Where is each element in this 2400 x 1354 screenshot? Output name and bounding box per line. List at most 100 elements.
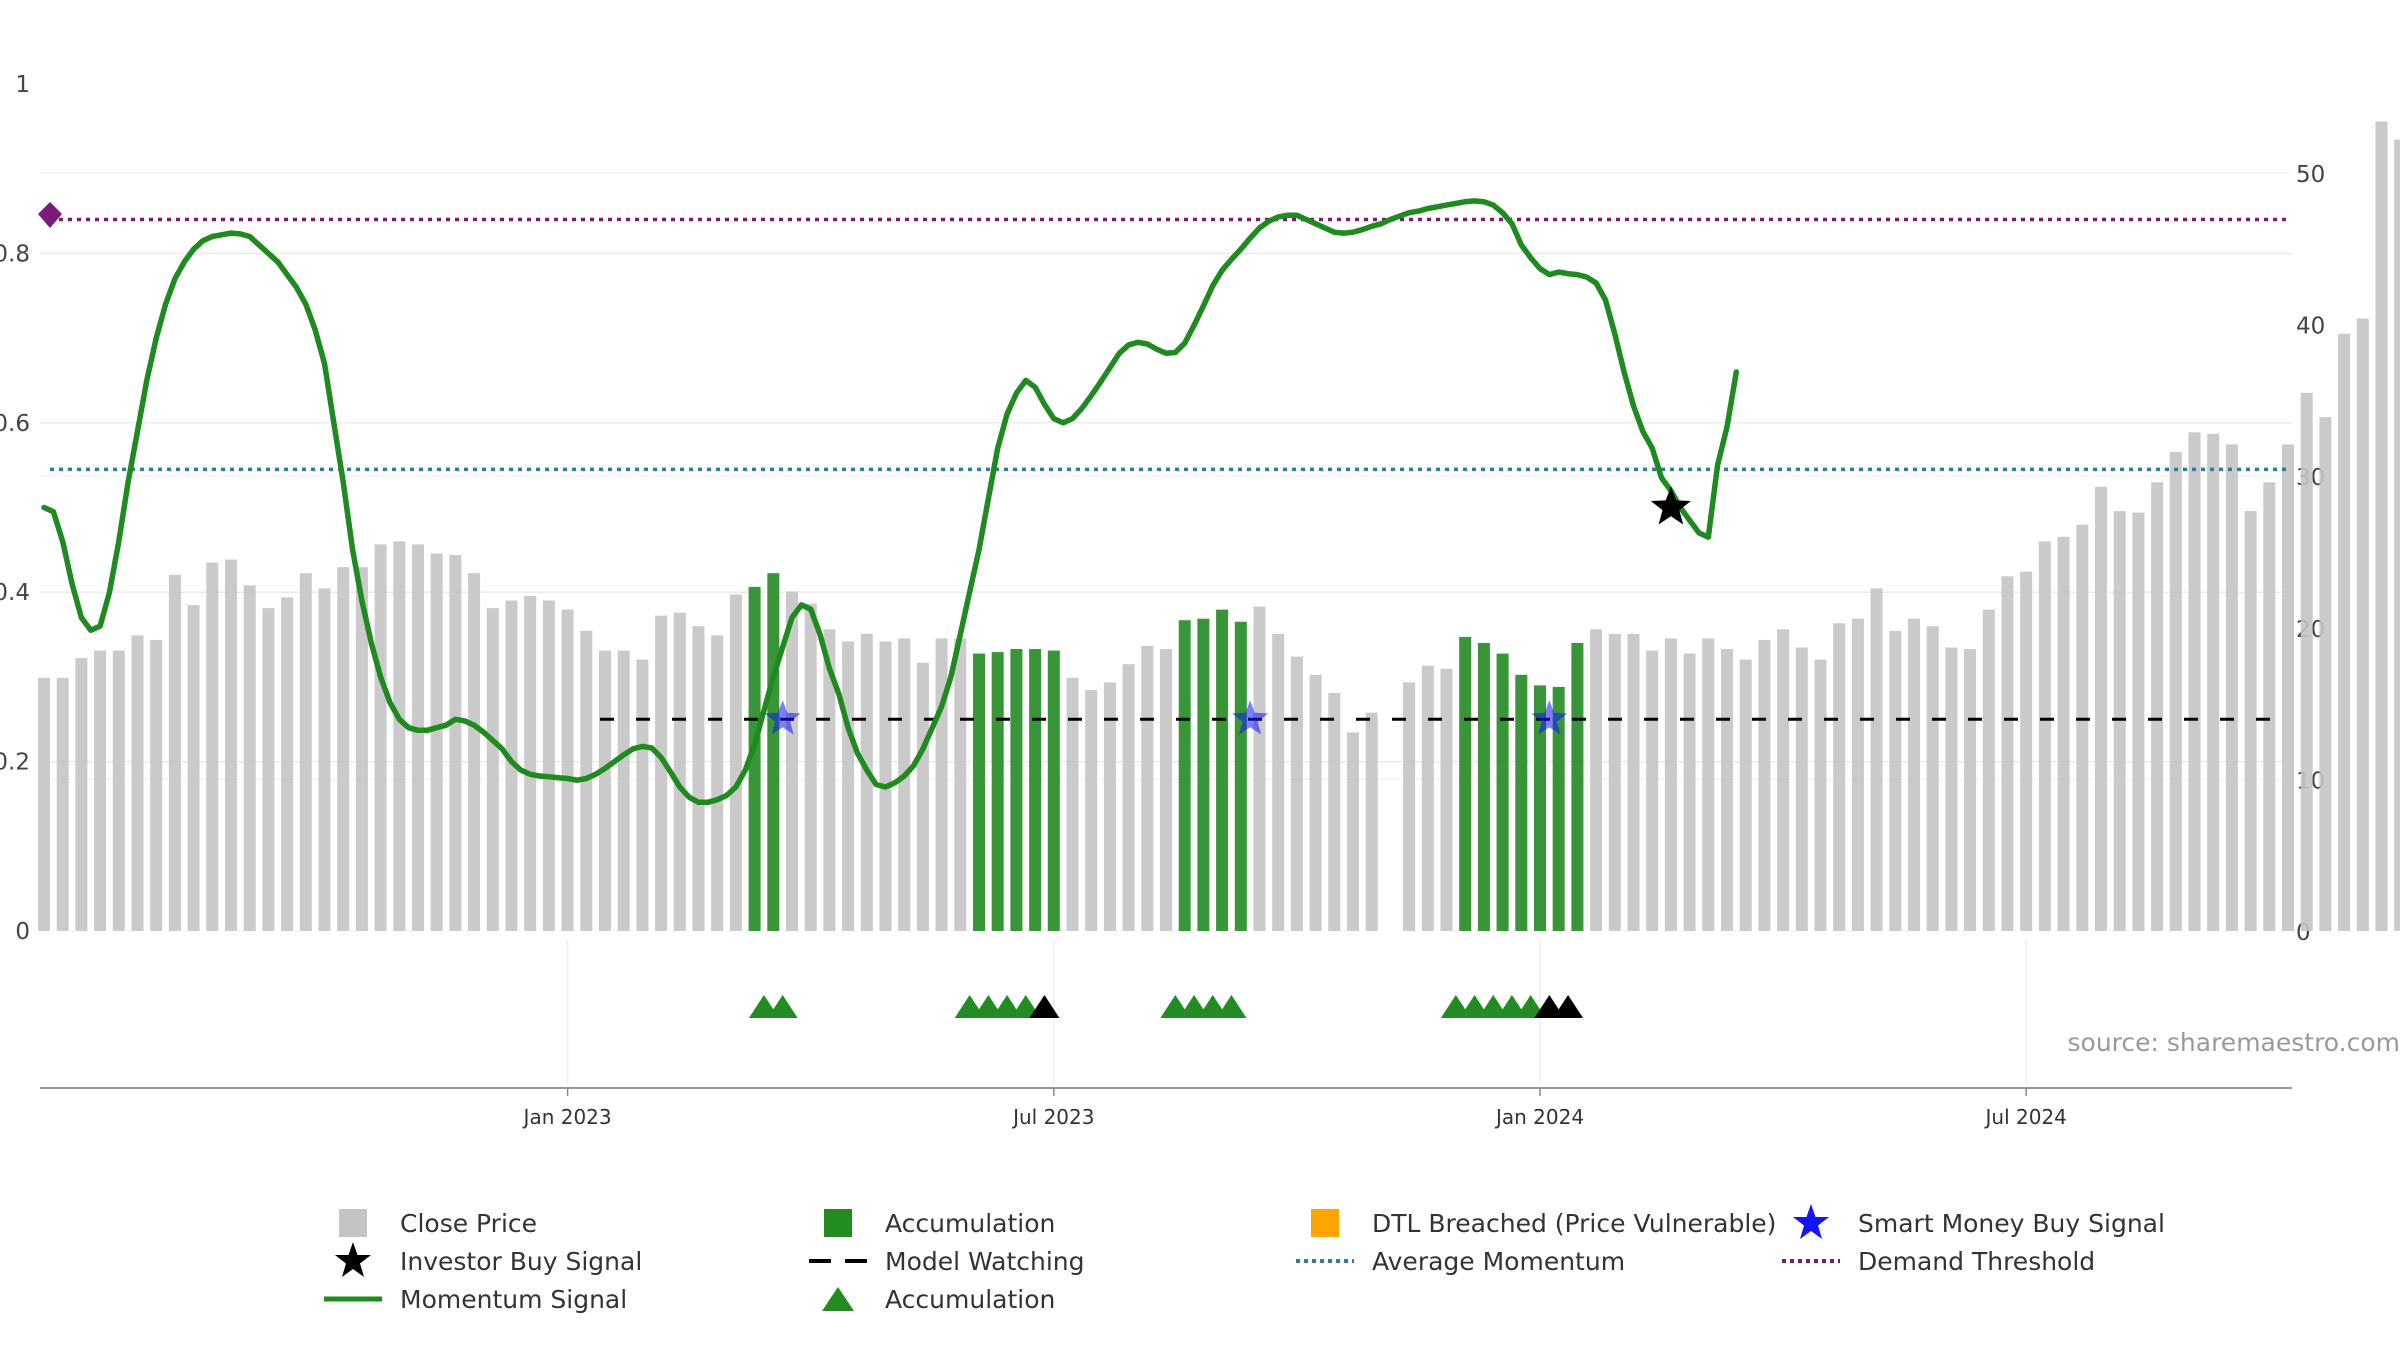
y-left-tick-label: 0 [15,919,30,945]
triangle-icon [805,1281,871,1317]
close-price-bar [1422,666,1434,931]
legend-label: Accumulation [885,1285,1055,1314]
close-price-bar [1141,646,1153,931]
orange-square-icon [1292,1205,1358,1241]
legend-label: Average Momentum [1372,1247,1625,1276]
accumulation-bar [1216,610,1228,931]
accumulation-bar [1571,643,1583,931]
close-price-bar [954,638,966,931]
y-left-tick-label: 0.2 [0,750,30,776]
close-price-bar [2263,482,2275,931]
close-price-bar [1889,631,1901,931]
close-price-bar [1852,619,1864,931]
accumulation-bar [992,652,1004,931]
green-square-icon [805,1205,871,1241]
close-price-bar [2170,452,2182,931]
close-price-bar [1983,610,1995,931]
close-price-bar [244,585,256,931]
legend-item-accumulation-bar[interactable]: Accumulation [805,1205,1055,1241]
close-price-bar [1945,648,1957,931]
legend-label: Demand Threshold [1858,1247,2095,1276]
close-price-bar [94,651,106,931]
y-right-tick-label: 40 [2296,314,2325,340]
close-price-bar [898,638,910,931]
close-price-bar [1758,640,1770,931]
close-price-bar [487,608,499,931]
legend-label: Momentum Signal [400,1285,627,1314]
legend-item-investor-buy[interactable]: Investor Buy Signal [320,1243,642,1279]
black-triangle-icon [1553,995,1583,1018]
investor-buy-star-icon [1651,487,1691,525]
accumulation-bar [1048,651,1060,931]
dotted-line-icon [1292,1243,1358,1279]
legend-item-close-price[interactable]: Close Price [320,1205,537,1241]
close-price-bar [1646,651,1658,931]
black-star-icon [320,1243,386,1279]
legend-item-accumulation-marker[interactable]: Accumulation [805,1281,1055,1317]
dashed-line-icon [805,1243,871,1279]
source-text: source: sharemaestro.com [2068,1028,2400,1057]
accumulation-bar [973,654,985,931]
close-price-bar [2319,417,2331,931]
close-price-bar [281,597,293,931]
legend-item-smart-money[interactable]: Smart Money Buy Signal [1778,1205,2165,1241]
close-price-bar [2207,434,2219,931]
close-price-bar [1908,619,1920,931]
close-price-bar [169,575,181,931]
close-price-bar [1123,664,1135,931]
accumulation-bar [1515,675,1527,931]
legend-label: Investor Buy Signal [400,1247,642,1276]
close-price-bar [393,541,405,931]
close-price-bar [206,563,218,931]
close-price-bar [618,651,630,931]
accumulation-bar [1459,637,1471,931]
close-price-bar [2189,432,2201,931]
legend-item-dtl-breached[interactable]: DTL Breached (Price Vulnerable) [1292,1205,1776,1241]
close-price-bar [57,678,69,931]
legend-item-demand-threshold[interactable]: Demand Threshold [1778,1243,2095,1279]
legend-item-average-momentum[interactable]: Average Momentum [1292,1243,1625,1279]
close-price-bar [842,641,854,931]
legend-item-momentum-signal[interactable]: Momentum Signal [320,1281,627,1317]
close-price-bar [1347,732,1359,931]
close-price-bar [2020,572,2032,931]
close-price-bar [132,635,144,931]
legend-label: Smart Money Buy Signal [1858,1209,2165,1238]
demand-threshold-diamond-icon [38,202,62,228]
close-price-bar [2282,444,2294,931]
close-price-bar [1665,638,1677,931]
close-price-bar [2245,511,2257,931]
close-price-bar [2114,511,2126,931]
close-price-bar [1609,634,1621,931]
close-price-bar [1927,626,1939,931]
y-left-tick-label: 0.8 [0,241,30,267]
close-price-bar [2039,541,2051,931]
close-price-bar [562,610,574,931]
close-price-bar [1964,649,1976,931]
close-price-bar [1740,660,1752,931]
close-price-bar [693,626,705,931]
legend: Close Price Accumulation DTL Breached (P… [0,1205,2400,1325]
close-price-bar [2002,576,2014,931]
close-price-bar [412,544,424,931]
close-price-bar [730,594,742,931]
accumulation-bar [1478,643,1490,931]
close-price-bar [337,567,349,931]
close-price-bar [1590,629,1602,931]
close-price-bar [1310,675,1322,931]
legend-label: Model Watching [885,1247,1085,1276]
close-price-bar [1254,607,1266,931]
close-price-bar [711,635,723,931]
close-price-bar [786,591,798,931]
close-price-bar [1796,648,1808,931]
close-price-bar [2226,444,2238,931]
accumulation-bar [1497,654,1509,931]
close-price-bar [1871,588,1883,931]
close-price-bar [468,573,480,931]
close-price-bar [2376,121,2388,931]
close-price-bar [2338,334,2350,931]
legend-item-model-watching[interactable]: Model Watching [805,1243,1085,1279]
close-price-bar [1702,638,1714,931]
close-price-bar [861,634,873,931]
